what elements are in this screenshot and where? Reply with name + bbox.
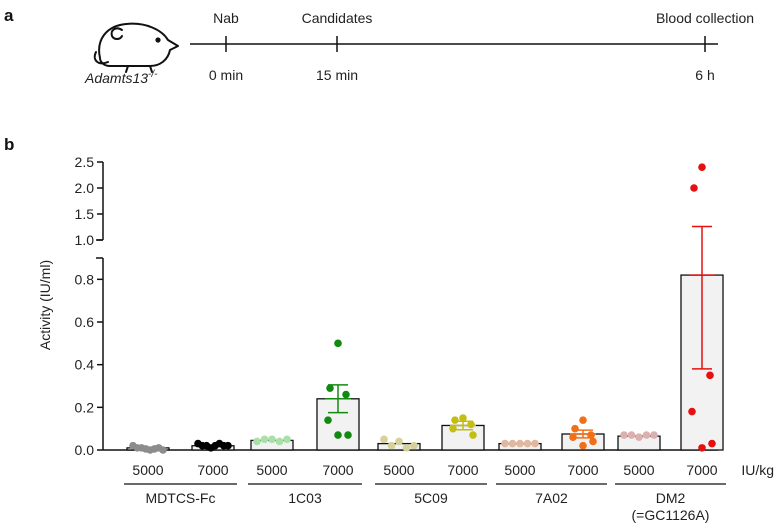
data-point-7A02-5000 <box>523 439 532 448</box>
dose-tick-label: 5000 <box>623 462 654 478</box>
group-label-DM2: DM2 <box>656 490 686 506</box>
data-point-DM2-7000 <box>688 407 696 416</box>
y-tick-label: 2.0 <box>75 180 95 196</box>
mouse-icon <box>93 22 179 73</box>
data-point-DM2-5000 <box>642 431 651 439</box>
data-point-5C09-7000 <box>459 414 467 422</box>
data-point-7A02-5000 <box>516 439 524 448</box>
y-tick-label: 1.5 <box>75 206 95 222</box>
y-tick-label: 0.8 <box>75 271 95 287</box>
y-tick-label: 0.0 <box>75 442 95 458</box>
panel-b-letter: b <box>4 135 14 154</box>
panel-a-letter: a <box>4 6 14 25</box>
dose-tick-label: 7000 <box>686 462 717 478</box>
genotype-label: Adamts13-/- <box>84 69 158 86</box>
data-point-5C09-5000 <box>402 444 411 452</box>
data-point-1C03-7000 <box>326 384 334 392</box>
dose-tick-label: 5000 <box>383 462 414 478</box>
event-label-blood-collection: Blood collection <box>656 10 754 26</box>
dose-tick-label: 7000 <box>447 462 478 478</box>
data-point-7A02-7000 <box>579 441 587 450</box>
event-time-nab: 0 min <box>209 67 243 83</box>
data-point-7A02-7000 <box>587 431 595 439</box>
y-tick-label: 0.6 <box>75 314 95 330</box>
data-point-7A02-7000 <box>579 416 587 424</box>
data-point-5C09-5000 <box>395 437 403 446</box>
data-point-7A02-7000 <box>589 437 597 446</box>
data-point-7A02-7000 <box>569 433 577 442</box>
x-unit-label: IU/kg <box>741 462 774 478</box>
dose-tick-label: 7000 <box>567 462 598 478</box>
data-point-1C03-7000 <box>334 431 342 439</box>
y-tick-label: 0.4 <box>75 357 95 373</box>
data-point-5C09-5000 <box>387 441 396 450</box>
data-point-7A02-5000 <box>501 439 509 448</box>
dose-tick-label: 5000 <box>132 462 163 478</box>
event-time-candidates: 15 min <box>316 67 358 83</box>
event-label-candidates: Candidates <box>302 10 373 26</box>
y-tick-label: 2.5 <box>75 154 95 170</box>
group-label-MDTCS-Fc: MDTCS-Fc <box>146 490 216 506</box>
data-point-5C09-5000 <box>380 435 388 444</box>
data-point-7A02-5000 <box>508 439 517 448</box>
data-point-1C03-5000 <box>268 435 276 444</box>
data-point-7A02-5000 <box>531 439 539 448</box>
group-label-1C03: 1C03 <box>288 490 322 506</box>
data-point-1C03-5000 <box>275 437 284 446</box>
y-tick-label: 0.2 <box>75 399 95 415</box>
data-point-DM2-7000 <box>698 444 706 452</box>
data-point-1C03-7000 <box>334 339 342 348</box>
data-point-MDTCS-Fc-7000 <box>224 441 232 450</box>
event-time-blood-collection: 6 h <box>695 67 714 83</box>
data-point-DM2-7000 <box>706 371 714 380</box>
data-point-1C03-7000 <box>344 431 352 439</box>
data-point-MDTCS-Fc-5000 <box>159 446 167 454</box>
data-point-DM2-7000 <box>690 184 698 192</box>
group-label-5C09: 5C09 <box>414 490 448 506</box>
dose-tick-label: 7000 <box>197 462 228 478</box>
data-point-DM2-5000 <box>627 431 636 439</box>
data-point-7A02-7000 <box>571 424 579 433</box>
dose-tick-label: 5000 <box>256 462 287 478</box>
y-tick-label: 1.0 <box>75 232 95 248</box>
data-point-5C09-7000 <box>449 424 457 433</box>
data-point-1C03-5000 <box>283 435 291 444</box>
data-point-DM2-5000 <box>620 431 628 439</box>
data-point-1C03-5000 <box>260 435 269 444</box>
dose-tick-label: 7000 <box>322 462 353 478</box>
data-point-DM2-5000 <box>650 431 658 439</box>
group-label-7A02: 7A02 <box>535 490 568 506</box>
data-point-5C09-7000 <box>469 431 477 439</box>
data-point-1C03-7000 <box>342 390 350 399</box>
data-point-1C03-7000 <box>324 416 332 424</box>
y-axis-label: Activity (IU/ml) <box>37 260 53 350</box>
dose-tick-label: 5000 <box>504 462 535 478</box>
data-point-5C09-7000 <box>467 420 475 429</box>
event-label-nab: Nab <box>213 10 239 26</box>
data-point-DM2-7000 <box>708 439 716 448</box>
data-point-5C09-5000 <box>410 441 418 450</box>
chart-plot-area: 0.0 0.2 0.4 0.6 0.8 1.0 1.5 2.0 2.5 5000 7000 MDTCS… <box>75 154 774 523</box>
data-point-1C03-5000 <box>253 437 261 446</box>
group-sublabel: (=GC1126A) <box>632 507 710 523</box>
data-point-DM2-7000 <box>698 163 706 171</box>
data-point-DM2-5000 <box>635 433 643 442</box>
data-point-5C09-7000 <box>451 416 459 424</box>
